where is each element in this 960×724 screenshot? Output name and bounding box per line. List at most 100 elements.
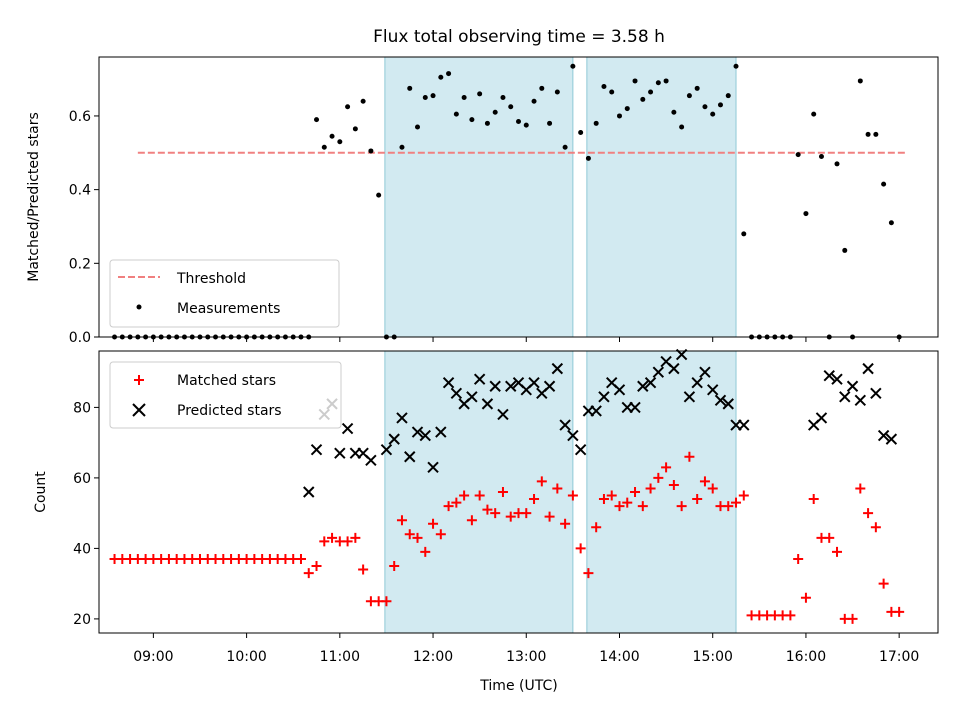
predicted-point (652, 366, 665, 378)
predicted-point (590, 405, 602, 417)
predicted-point (411, 426, 424, 438)
top-legend: Threshold Measurements (109, 259, 340, 328)
measurement-point (624, 106, 630, 112)
top-x-ticks (152, 337, 900, 342)
measurement-point (469, 117, 475, 123)
matched-point (707, 483, 718, 494)
measurement-point (337, 139, 343, 145)
legend-threshold-label: Threshold (176, 271, 246, 287)
measurement-point (818, 153, 824, 159)
predicted-point (466, 391, 478, 403)
matched-point (381, 596, 392, 607)
measurement-point (399, 144, 405, 150)
measurement-point (570, 63, 576, 69)
matched-point (428, 518, 439, 529)
predicted-point (870, 387, 882, 400)
matched-point (832, 546, 843, 557)
measurement-point (523, 122, 529, 128)
panel-counts: 20 40 60 80 09:00 10:00 11:00 12:00 13:00 14:00 1… (33, 350, 939, 694)
matched-point (536, 476, 547, 487)
measurement-point (407, 85, 413, 91)
matched-point (327, 532, 338, 543)
matched-point (785, 610, 796, 621)
measurement-point (492, 109, 498, 115)
measurement-point (717, 102, 723, 108)
measurement-point (484, 120, 490, 126)
matched-point (466, 515, 477, 526)
top-y-axis-label: Matched/Predicted stars (26, 112, 42, 282)
measurement-point (725, 93, 731, 99)
bottom-axes-frame (98, 350, 939, 634)
x-tick-label: 17:00 (879, 649, 919, 665)
predicted-point (497, 408, 509, 421)
measurement-point (446, 71, 452, 77)
predicted-point (435, 426, 447, 438)
measurement-point (710, 111, 716, 117)
measurement-point (640, 96, 646, 102)
panel-ratio: 0.0 0.2 0.4 0.6 Matched/Predicted stars Thr… (26, 56, 939, 346)
x-tick-label: 09:00 (133, 649, 173, 665)
matched-point (396, 515, 407, 526)
predicted-point (839, 391, 851, 403)
matched-point (544, 511, 555, 522)
matched-point (303, 568, 314, 579)
matched-point (824, 532, 835, 543)
predicted-point (365, 454, 377, 466)
matched-point (731, 497, 742, 508)
top-shaded-intervals (384, 56, 737, 338)
matched-point (443, 501, 454, 512)
measurement-point (601, 83, 607, 89)
matched-point (342, 536, 353, 547)
measurement-point (531, 98, 537, 104)
measurement-point (733, 63, 739, 69)
matched-point (699, 476, 710, 487)
predicted-point (683, 391, 696, 403)
predicted-point (442, 377, 455, 389)
matched-point (560, 518, 571, 529)
measurement-point (585, 155, 591, 161)
x-tick-label: 14:00 (599, 649, 639, 665)
matched-point (482, 504, 493, 515)
matched-point (630, 487, 641, 497)
top-y-ticks: 0.0 0.2 0.4 0.6 (69, 109, 99, 346)
legend-matched-swatch (134, 375, 144, 385)
measurement-point (834, 161, 840, 167)
matched-point (878, 578, 889, 589)
predicted-point (668, 362, 680, 375)
matched-point (645, 483, 656, 494)
x-tick-label: 13:00 (506, 649, 546, 665)
measurement-point (694, 85, 700, 91)
predicted-point (854, 394, 867, 407)
predicted-point (574, 443, 587, 456)
predicted-point (846, 380, 859, 392)
predicted-point (613, 384, 626, 396)
matched-point (552, 483, 563, 494)
matched-point (575, 543, 586, 554)
measurement-point (314, 117, 320, 123)
matched-point (692, 494, 703, 505)
measurement-point (477, 91, 483, 97)
matched-point (451, 497, 462, 508)
bottom-shaded-intervals (384, 350, 737, 634)
measurement-point (415, 124, 421, 130)
measurement-point (508, 104, 514, 110)
chart-title: Flux total observing time = 3.58 h (373, 27, 665, 47)
predicted-point (738, 419, 750, 431)
bottom-y-ticks: 20 40 60 80 (73, 400, 99, 628)
predicted-point (310, 443, 323, 456)
matched-point (847, 613, 858, 624)
predicted-point (419, 429, 431, 442)
x-axis-label: Time (UTC) (479, 678, 557, 694)
measurement-point (655, 80, 661, 86)
shaded-interval-2 (586, 56, 737, 338)
matched-point (793, 553, 804, 564)
bottom-legend: Matched stars Predicted stars (109, 361, 342, 429)
measurement-point (616, 113, 622, 119)
matched-point (622, 497, 633, 508)
measurement-point (461, 95, 467, 101)
measurement-point (702, 104, 708, 110)
matched-point (591, 522, 602, 533)
y-tick-label: 0.6 (69, 109, 91, 125)
measurement-point (881, 181, 887, 187)
predicted-point (481, 398, 494, 410)
